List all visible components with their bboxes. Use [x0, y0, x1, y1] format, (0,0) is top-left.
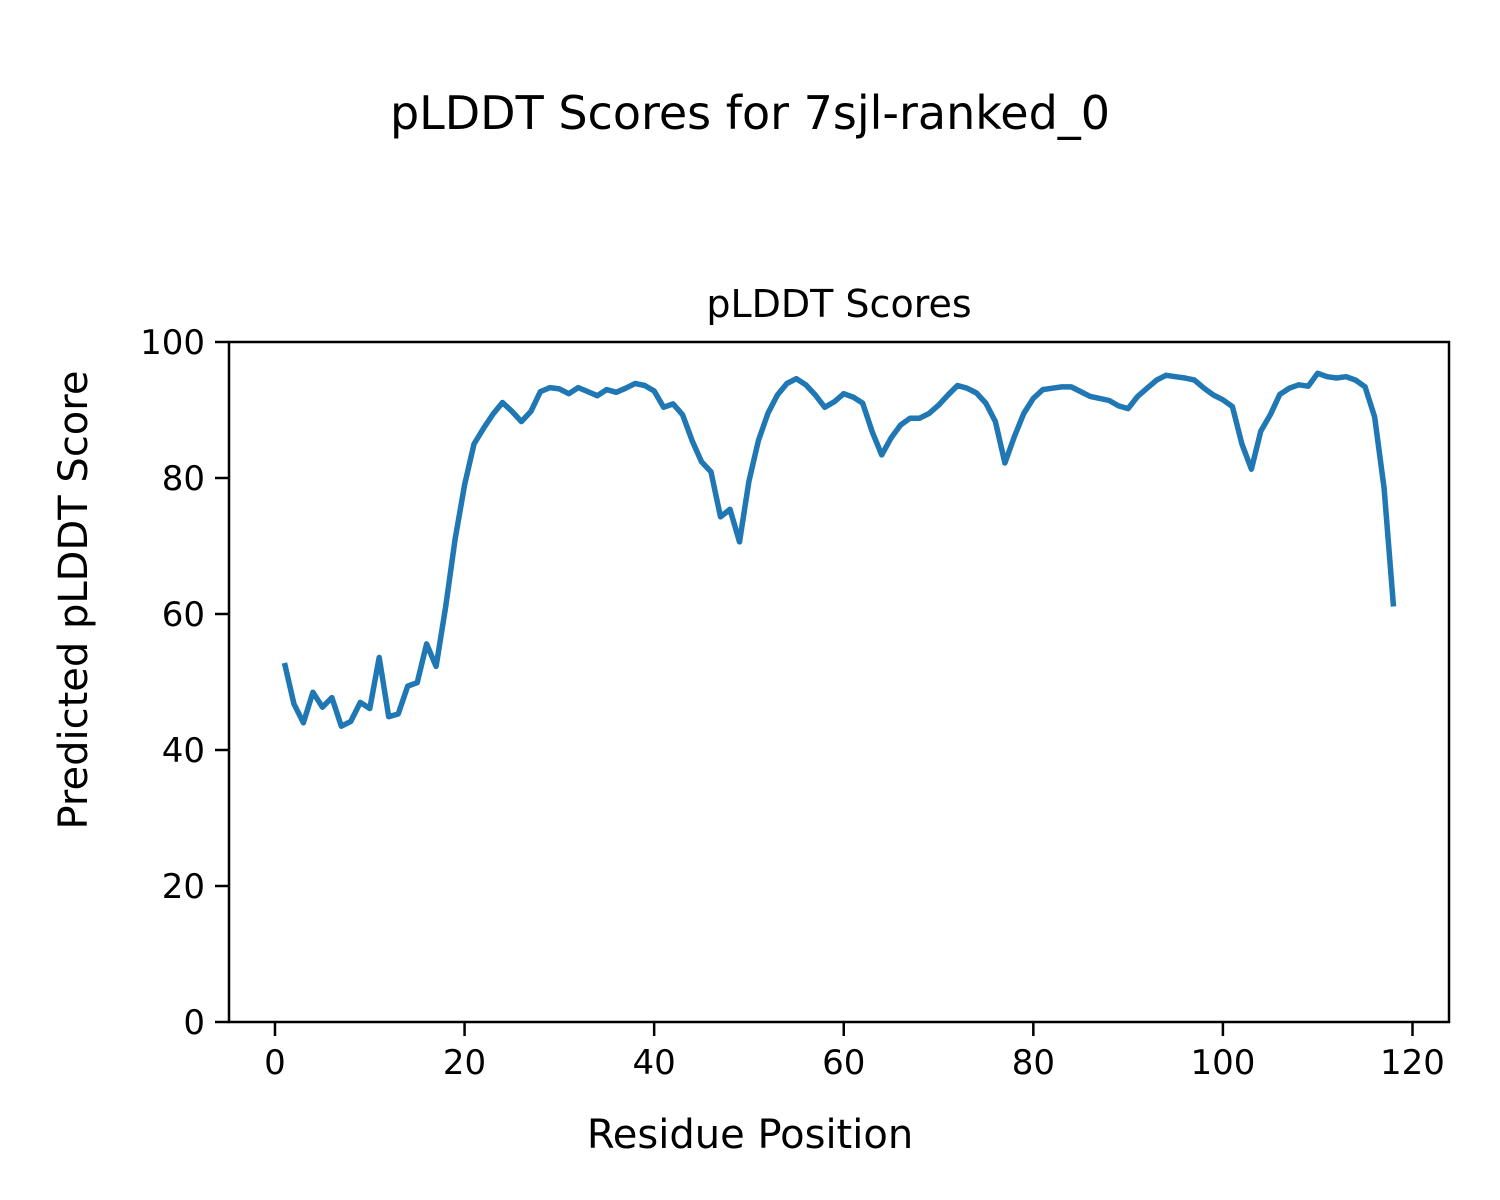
y-tick-label: 80: [162, 459, 205, 499]
x-tick-label: 20: [443, 1043, 486, 1083]
x-tick-label: 100: [1190, 1043, 1255, 1083]
y-axis-label: Predicted pLDDT Score: [51, 370, 97, 830]
y-tick-label: 40: [162, 731, 205, 771]
x-axis-label: Residue Position: [586, 1112, 914, 1158]
axes-title: pLDDT Scores: [706, 282, 972, 326]
x-tick-label: 80: [1012, 1043, 1055, 1083]
y-tick-label: 0: [183, 1003, 205, 1043]
x-tick-label: 0: [264, 1043, 286, 1083]
y-tick-label: 60: [162, 595, 205, 635]
x-tick-label: 60: [822, 1043, 865, 1083]
plddt-line: [281, 370, 1397, 729]
figure-suptitle: pLDDT Scores for 7sjl-ranked_0: [389, 86, 1111, 140]
axes-spines: [227, 340, 1451, 1024]
x-tick-label: 40: [633, 1043, 676, 1083]
y-tick-label: 20: [162, 867, 205, 907]
y-tick-label: 100: [140, 323, 205, 363]
x-tick-label: 120: [1380, 1043, 1445, 1083]
